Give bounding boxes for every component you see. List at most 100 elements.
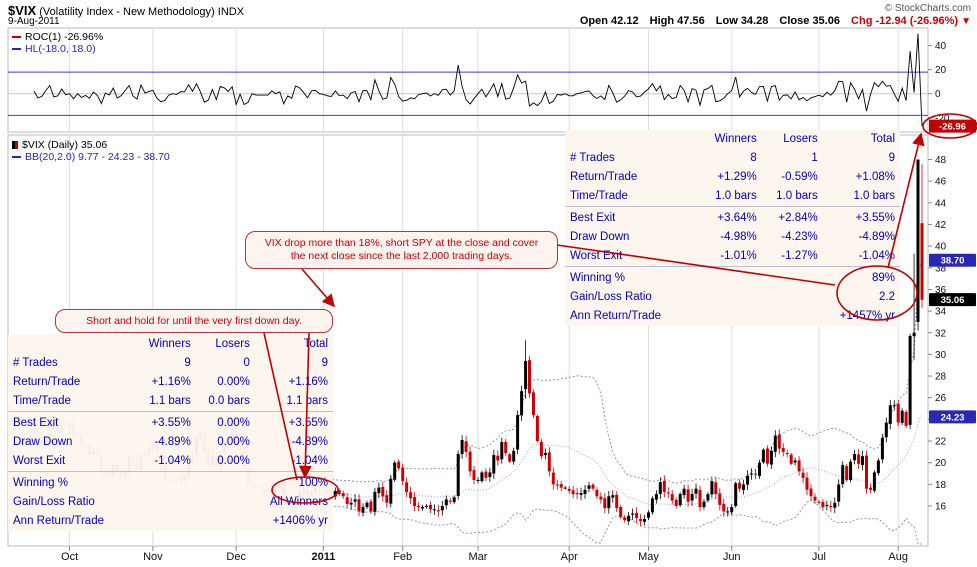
x-axis-label: Mar — [469, 551, 488, 563]
table-row: # Trades 8 1 9 — [570, 152, 895, 164]
table-row: Gain/Loss Ratio All Winners — [13, 496, 328, 508]
x-axis-label: Dec — [226, 551, 246, 563]
column-header — [8, 335, 136, 354]
table-header-row: Winners Losers Total — [565, 130, 900, 149]
column-header: Winners — [148, 338, 191, 350]
x-axis-label: May — [638, 551, 659, 563]
symbol: $VIX — [8, 3, 37, 18]
table-row: Return/Trade +1.16% 0.00% +1.16% — [13, 376, 328, 388]
open-label: Open — [579, 15, 608, 27]
svg-text:24.23: 24.23 — [941, 412, 965, 423]
table-row: Best Exit +3.64% +2.84% +3.55% — [565, 206, 900, 228]
svg-text:36: 36 — [935, 285, 947, 296]
svg-text:28: 28 — [935, 372, 947, 383]
x-axis-label: 2011 — [311, 551, 335, 563]
column-header: Total — [303, 338, 328, 350]
table-row: # Trades 9 0 9 — [13, 357, 328, 369]
table-row: Ann Return/Trade +1457% yr — [570, 310, 895, 322]
bb-legend-text: BB(20,2.0) 9.77 - 24.23 - 38.70 — [25, 151, 170, 163]
copyright: © StockCharts.com — [884, 3, 971, 14]
x-axis-label: Nov — [143, 551, 163, 563]
chart-date: 9-Aug-2011 — [8, 16, 60, 27]
svg-text:34: 34 — [935, 307, 947, 318]
svg-text:22: 22 — [935, 437, 947, 448]
bb-legend-marker-icon — [12, 156, 21, 159]
chg-label: Chg — [851, 15, 873, 27]
vix-legend: $VIX (Daily) 35.06 BB(20,2.0) 9.77 - 24.… — [12, 139, 170, 163]
vix-legend-text: $VIX (Daily) 35.06 — [22, 139, 108, 151]
column-header: Winners — [714, 133, 757, 145]
x-axis-label: Apr — [561, 551, 578, 563]
hl-legend-marker-icon — [12, 48, 21, 51]
column-header — [565, 130, 700, 149]
table-row: Worst Exit -1.01% -1.27% -1.04% — [570, 250, 895, 262]
svg-text:48: 48 — [935, 155, 947, 166]
table-row: Gain/Loss Ratio 2.2 — [570, 291, 895, 303]
svg-text:26: 26 — [935, 393, 947, 404]
table-row: Time/Trade 1.1 bars 0.0 bars 1.1 bars — [13, 395, 328, 407]
callout-vix-drop: VIX drop more than 18%, short SPY at the… — [245, 231, 558, 269]
roc-legend: ROC(1) -26.96% HL(-18.0, 18.0) — [12, 31, 103, 55]
table-row: Winning % 89% — [565, 266, 900, 288]
table-row: Best Exit +3.55% 0.00% +3.55% — [8, 411, 333, 433]
svg-text:20: 20 — [935, 65, 947, 76]
hl-legend-text: HL(-18.0, 18.0) — [25, 43, 96, 55]
stats-table-right: Winners Losers Total # Trades 8 1 9 Return/Trad… — [565, 130, 900, 326]
table-row: Ann Return/Trade +1406% yr — [13, 515, 328, 527]
table-row: Time/Trade 1.0 bars 1.0 bars 1.0 bars — [570, 190, 895, 202]
svg-text:42: 42 — [935, 220, 947, 231]
chg-value: -12.94 (-26.96%) — [875, 15, 959, 27]
svg-text:20: 20 — [935, 458, 947, 469]
x-axis-label: Jun — [723, 551, 741, 563]
table-row: Draw Down -4.98% -4.23% -4.89% — [570, 231, 895, 243]
close-label: Close — [779, 15, 810, 27]
table-row: Worst Exit -1.04% 0.00% -1.04% — [13, 455, 328, 467]
vix-legend-marker-icon — [12, 141, 18, 150]
open-value: 42.12 — [611, 15, 639, 27]
column-header: Losers — [783, 133, 818, 145]
svg-text:32: 32 — [935, 328, 947, 339]
svg-text:35.06: 35.06 — [941, 295, 965, 306]
down-arrow-icon: ▼ — [961, 16, 971, 27]
svg-text:38: 38 — [935, 263, 947, 274]
roc-panel-frame — [7, 27, 929, 133]
svg-text:30: 30 — [935, 350, 947, 361]
column-header: Total — [870, 133, 895, 145]
stats-table-left: Winners Losers Total # Trades 9 0 9 Return/Trad… — [8, 335, 333, 531]
y-axis-labels: 484644424038363432302826242220181640200-… — [928, 41, 950, 513]
x-axis-label: Oct — [61, 551, 78, 563]
x-axis-label: Aug — [888, 551, 908, 563]
svg-text:18: 18 — [935, 480, 947, 491]
roc-line — [33, 33, 923, 127]
chart-title-rest: (Volatility Index - New Methodology) IND… — [36, 6, 245, 18]
table-header-row: Winners Losers Total — [8, 335, 333, 354]
roc-legend-marker-icon — [12, 36, 21, 39]
change-readout: Chg -12.94 (-26.96%) ▼ — [851, 15, 971, 27]
svg-text:-26.96: -26.96 — [939, 122, 966, 133]
bollinger-middle — [105, 414, 923, 507]
low-label: Low — [715, 15, 738, 27]
svg-text:46: 46 — [935, 177, 947, 188]
svg-text:44: 44 — [935, 198, 947, 209]
high-label: High — [649, 15, 675, 27]
svg-text:40: 40 — [935, 41, 947, 52]
high-value: 47.56 — [677, 15, 705, 27]
close-value: 35.06 — [812, 15, 840, 27]
svg-text:0: 0 — [935, 89, 941, 100]
callout-short-hold: Short and hold for until the very first … — [55, 309, 333, 333]
svg-text:40: 40 — [935, 242, 947, 253]
column-header: Losers — [215, 338, 250, 350]
svg-text:38.70: 38.70 — [941, 256, 965, 267]
chart-title: $VIX (Volatility Index - New Methodology… — [8, 3, 244, 18]
bollinger-upper — [105, 258, 923, 484]
roc-legend-text: ROC(1) -26.96% — [25, 31, 104, 43]
x-axis-label: Feb — [393, 551, 412, 563]
low-value: 34.28 — [740, 15, 769, 27]
ohlc-quote: Open 42.12 High 47.56 Low 34.28 Close 35… — [580, 15, 971, 27]
table-row: Return/Trade +1.29% -0.59% +1.08% — [570, 171, 895, 183]
x-axis-label: Jul — [812, 551, 826, 563]
table-row: Draw Down -4.89% 0.00% -4.89% — [13, 436, 328, 448]
svg-text:16: 16 — [935, 502, 947, 513]
table-row: Winning % 100% — [8, 471, 333, 493]
